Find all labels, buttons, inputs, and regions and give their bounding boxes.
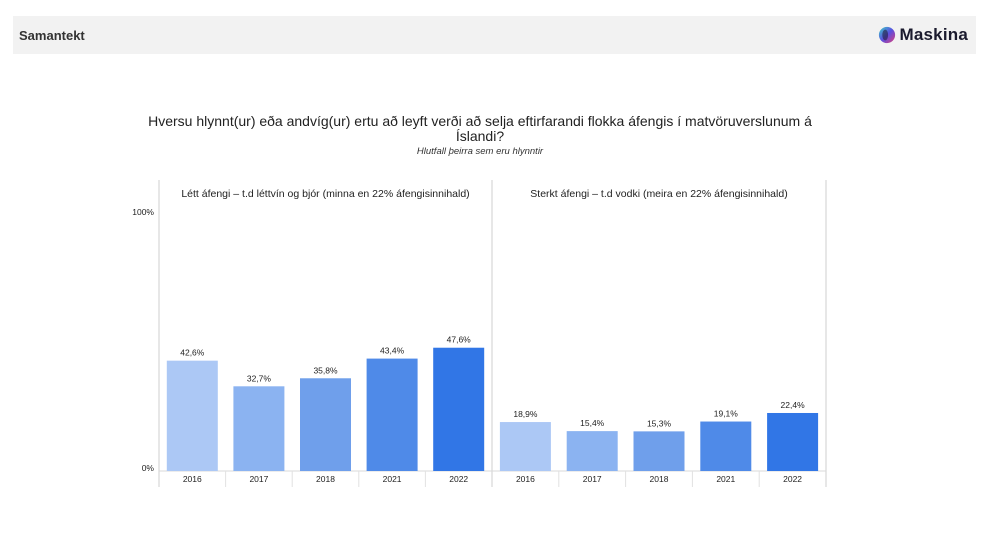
data-label: 19,1% bbox=[714, 409, 739, 419]
chart-title: Hversu hlynnt(ur) eða andvíg(ur) ertu að… bbox=[148, 113, 812, 144]
bar bbox=[166, 360, 218, 471]
x-tick-label: 2021 bbox=[716, 474, 735, 484]
bar bbox=[633, 431, 685, 471]
x-tick-label: 2017 bbox=[583, 474, 602, 484]
data-label: 35,8% bbox=[313, 365, 338, 375]
x-tick-label: 2021 bbox=[383, 474, 402, 484]
brand: Maskina bbox=[878, 25, 969, 45]
data-label: 18,9% bbox=[513, 409, 538, 419]
x-tick-label: 2018 bbox=[316, 474, 335, 484]
data-label: 22,4% bbox=[781, 400, 806, 410]
bar bbox=[366, 358, 418, 471]
bar bbox=[700, 421, 752, 471]
data-label: 47,6% bbox=[447, 335, 472, 345]
y-tick-label: 0% bbox=[142, 463, 155, 473]
bar bbox=[300, 378, 351, 471]
bar bbox=[499, 422, 551, 471]
x-tick-label: 2016 bbox=[516, 474, 535, 484]
brand-name: Maskina bbox=[899, 25, 968, 44]
header-bar: Samantekt Maskina bbox=[13, 16, 976, 54]
data-label: 15,4% bbox=[580, 418, 605, 428]
bar bbox=[566, 431, 618, 471]
x-tick-label: 2018 bbox=[650, 474, 669, 484]
x-tick-label: 2017 bbox=[249, 474, 268, 484]
x-tick-label: 2016 bbox=[183, 474, 202, 484]
data-label: 15,3% bbox=[647, 418, 672, 428]
panel-header: Létt áfengi – t.d léttvín og bjór (minna… bbox=[181, 188, 469, 200]
bar bbox=[433, 347, 485, 471]
x-tick-label: 2022 bbox=[783, 474, 802, 484]
panel-header: Sterkt áfengi – t.d vodki (meira en 22% … bbox=[530, 188, 787, 200]
chart-subtitle: Hlutfall þeirra sem eru hlynntir bbox=[416, 146, 544, 157]
y-tick-label: 100% bbox=[132, 207, 154, 217]
maskina-logo-icon bbox=[878, 26, 895, 44]
bar bbox=[767, 412, 819, 471]
data-label: 42,6% bbox=[180, 348, 205, 358]
bar bbox=[233, 386, 285, 471]
data-label: 43,4% bbox=[380, 346, 405, 356]
data-label: 32,7% bbox=[247, 373, 272, 383]
header-title: Samantekt bbox=[19, 28, 85, 43]
x-tick-label: 2022 bbox=[449, 474, 468, 484]
